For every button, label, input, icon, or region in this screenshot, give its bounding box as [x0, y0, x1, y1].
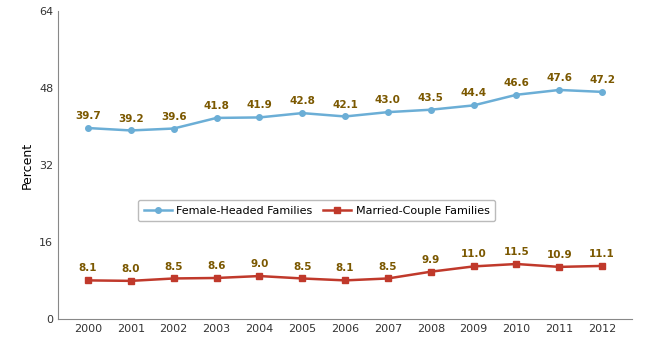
Text: 39.7: 39.7	[75, 111, 101, 121]
Legend: Female-Headed Families, Married-Couple Families: Female-Headed Families, Married-Couple F…	[138, 200, 495, 221]
Text: 11.1: 11.1	[590, 249, 615, 259]
Text: 8.6: 8.6	[207, 261, 226, 271]
Text: 47.2: 47.2	[589, 75, 615, 85]
Text: 42.8: 42.8	[290, 96, 315, 106]
Text: 44.4: 44.4	[461, 89, 487, 98]
Text: 8.1: 8.1	[336, 264, 354, 273]
Text: 8.1: 8.1	[79, 264, 97, 273]
Text: 11.5: 11.5	[504, 247, 530, 257]
Text: 42.1: 42.1	[332, 99, 358, 110]
Text: 8.5: 8.5	[293, 261, 312, 272]
Text: 41.9: 41.9	[246, 101, 272, 110]
Text: 10.9: 10.9	[546, 250, 572, 260]
Text: 8.5: 8.5	[379, 261, 397, 272]
Text: 8.5: 8.5	[164, 261, 183, 272]
Text: 11.0: 11.0	[461, 249, 486, 260]
Text: 39.2: 39.2	[118, 114, 144, 123]
Text: 43.5: 43.5	[418, 93, 444, 103]
Text: 9.0: 9.0	[250, 259, 268, 269]
Text: 39.6: 39.6	[161, 111, 186, 122]
Text: 47.6: 47.6	[546, 73, 572, 83]
Text: 41.8: 41.8	[204, 101, 230, 111]
Y-axis label: Percent: Percent	[21, 142, 34, 189]
Text: 9.9: 9.9	[422, 255, 440, 265]
Text: 46.6: 46.6	[504, 78, 530, 88]
Text: 8.0: 8.0	[122, 264, 140, 274]
Text: 43.0: 43.0	[375, 95, 401, 105]
